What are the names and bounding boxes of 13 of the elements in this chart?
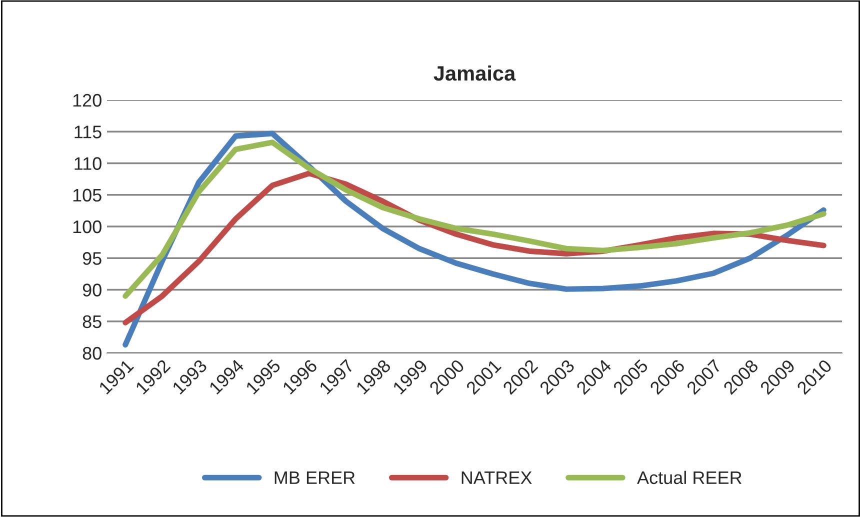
y-tick-label: 90 <box>82 284 102 296</box>
y-tick-label: 110 <box>74 157 102 170</box>
legend-label: Actual REER <box>637 470 742 484</box>
chart-title: Jamaica <box>434 65 516 81</box>
y-tick-label: 85 <box>82 315 102 328</box>
y-tick-label: 120 <box>73 94 102 107</box>
y-tick-label: 105 <box>73 188 102 202</box>
legend-label: MB ERER <box>274 472 355 484</box>
y-tick-label: 115 <box>74 126 102 138</box>
y-tick-label: 100 <box>73 220 102 234</box>
legend-label: NATREX <box>462 472 532 484</box>
y-tick-label: 80 <box>82 346 102 360</box>
y-tick-label: 95 <box>82 252 102 265</box>
